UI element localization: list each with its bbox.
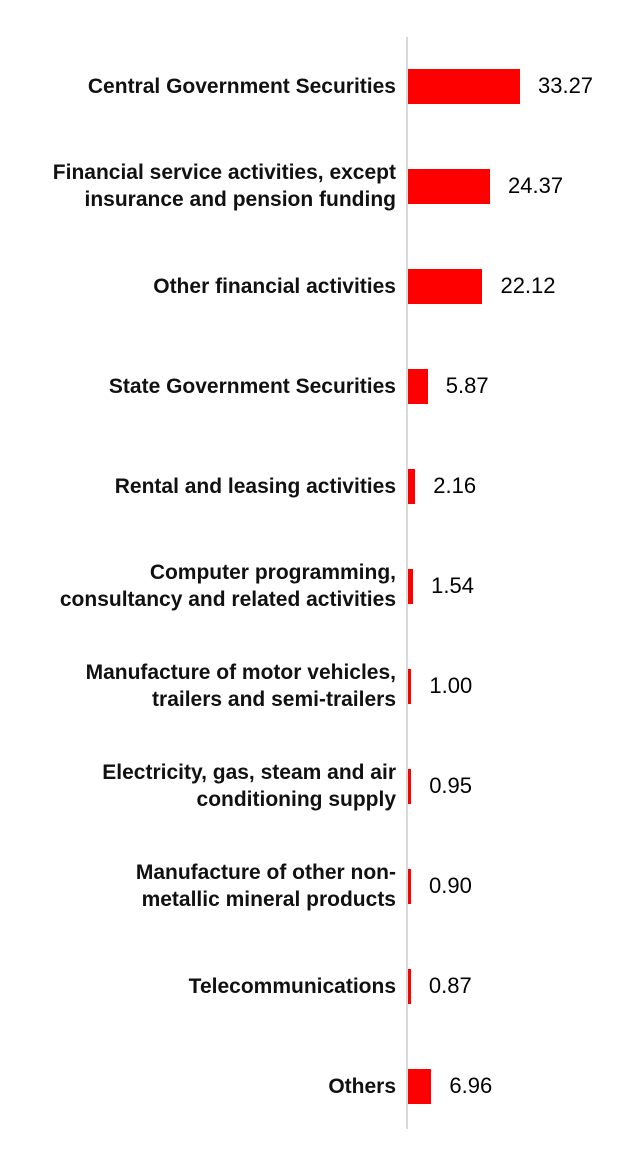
bar <box>408 668 412 704</box>
value-label: 6.96 <box>449 1073 493 1098</box>
bar <box>408 1068 432 1104</box>
chart-row: State Government Securities 5.87 <box>0 336 635 436</box>
chart-row: Financial service activities, except insu… <box>0 136 635 236</box>
chart-row: Electricity, gas, steam and air condition… <box>0 736 635 836</box>
value-label: 22.12 <box>500 273 556 298</box>
chart-row: Manufacture of other non-metallic minera… <box>0 836 635 936</box>
bar <box>408 268 483 304</box>
chart-rows: Central Government Securities 33.27 Fina… <box>0 36 635 1136</box>
bar-area: 22.12 <box>408 268 635 304</box>
chart-row: Rental and leasing activities 2.16 <box>0 436 635 536</box>
category-label: Telecommunications <box>188 974 396 998</box>
chart-row: Computer programming, consultancy and rel… <box>0 536 635 636</box>
bar <box>408 68 520 104</box>
bar-area: 33.27 <box>408 68 635 104</box>
category-label: Manufacture of other non-metallic minera… <box>135 861 396 911</box>
chart-row: Others 6.96 <box>0 1036 635 1136</box>
bar-area: 6.96 <box>408 1068 635 1104</box>
chart-row: Telecommunications 0.87 <box>0 936 635 1036</box>
category-axis-line <box>406 37 408 1129</box>
bar-area: 24.37 <box>408 168 635 204</box>
value-label: 1.00 <box>429 673 473 698</box>
value-label: 24.37 <box>508 173 564 198</box>
category-label: Computer programming, consultancy and rel… <box>59 561 396 611</box>
category-label: Central Government Securities <box>87 74 396 98</box>
bar <box>408 468 416 504</box>
chart-row: Central Government Securities 33.27 <box>0 36 635 136</box>
bar-area: 0.87 <box>408 968 635 1004</box>
bar-area: 1.54 <box>408 568 635 604</box>
category-label: State Government Securities <box>108 374 396 398</box>
bar-area: 0.90 <box>408 868 635 904</box>
bar <box>408 568 414 604</box>
value-label: 1.54 <box>431 573 474 598</box>
value-label: 2.16 <box>433 473 477 498</box>
value-label: 5.87 <box>445 373 489 398</box>
bar-area: 2.16 <box>408 468 635 504</box>
chart-row: Manufacture of motor vehicles, trailers a… <box>0 636 635 736</box>
bar <box>408 768 412 804</box>
bar-area: 5.87 <box>408 368 635 404</box>
category-label: Other financial activities <box>153 274 396 298</box>
value-label: 33.27 <box>537 73 594 98</box>
category-label: Manufacture of motor vehicles, trailers a… <box>85 661 396 711</box>
category-label: Others <box>328 1074 396 1098</box>
value-label: 0.95 <box>429 773 473 798</box>
bar-area: 0.95 <box>408 768 635 804</box>
bar <box>408 368 428 404</box>
category-label: Financial service activities, except insu… <box>52 161 396 211</box>
chart-row: Other financial activities 22.12 <box>0 236 635 336</box>
bar-area: 1.00 <box>408 668 635 704</box>
category-label: Rental and leasing activities <box>114 474 396 498</box>
bar <box>408 968 411 1004</box>
value-label: 0.87 <box>428 973 472 998</box>
bar <box>408 168 491 204</box>
bar <box>408 868 412 904</box>
value-label: 0.90 <box>429 873 472 898</box>
category-label: Electricity, gas, steam and air condition… <box>102 761 396 811</box>
